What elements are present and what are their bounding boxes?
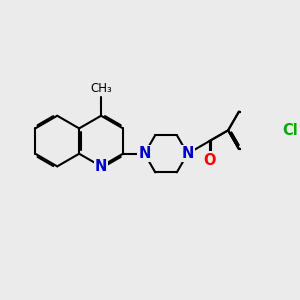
Text: N: N <box>138 146 151 161</box>
Text: N: N <box>95 159 107 174</box>
Text: CH₃: CH₃ <box>90 82 112 95</box>
Polygon shape <box>228 112 271 149</box>
Text: O: O <box>203 153 216 168</box>
Text: N: N <box>182 146 194 161</box>
Text: Cl: Cl <box>283 123 298 138</box>
